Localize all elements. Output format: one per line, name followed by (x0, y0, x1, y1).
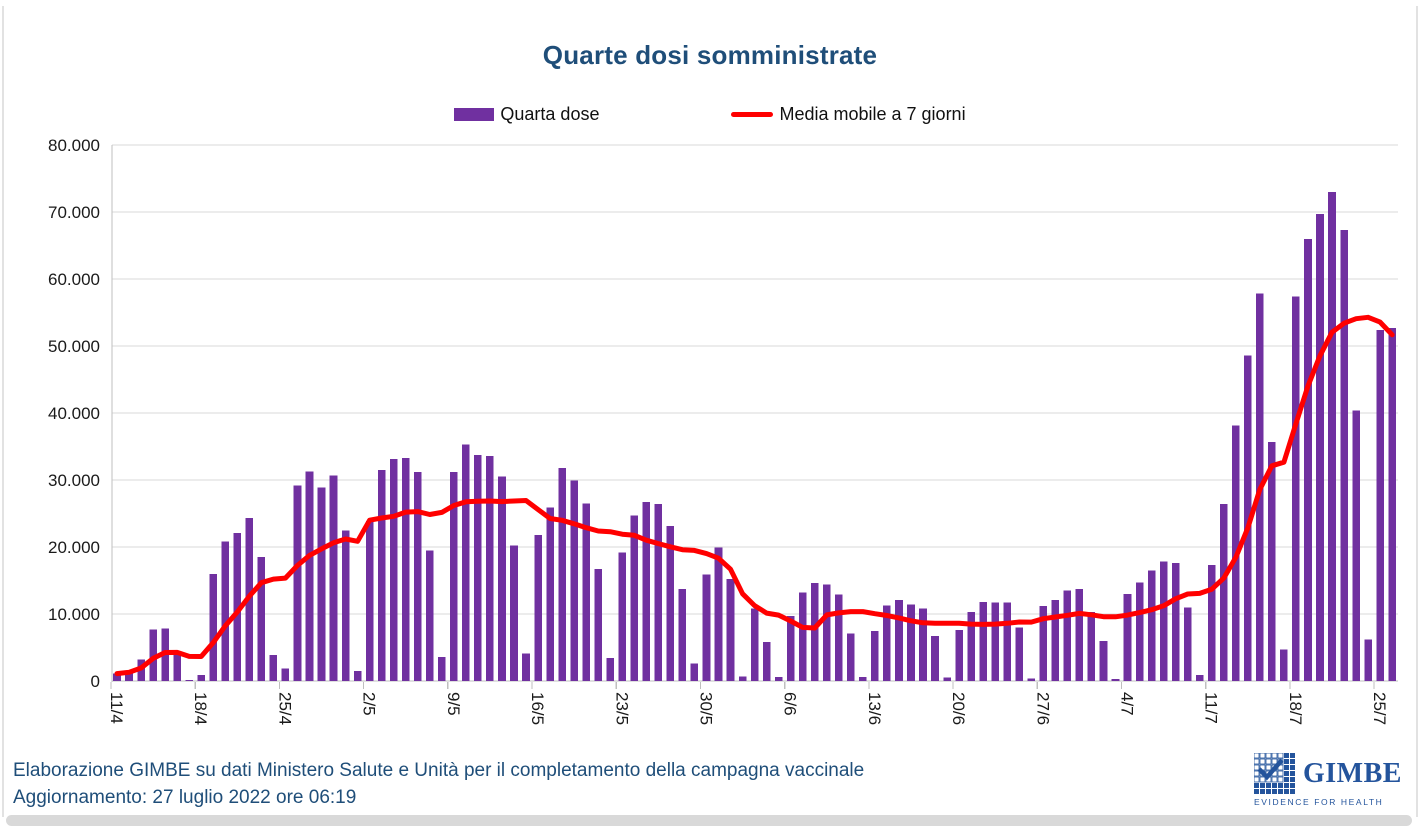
slide-bottom-edge (6, 815, 1412, 826)
footer-source-line: Elaborazione GIMBE su dati Ministero Sal… (13, 760, 865, 781)
slide-right-edge (1416, 6, 1418, 817)
svg-text:9/5: 9/5 (444, 692, 463, 716)
svg-text:18/7: 18/7 (1286, 692, 1305, 725)
slide-left-edge (2, 6, 4, 817)
svg-text:18/4: 18/4 (191, 692, 210, 725)
footer: Elaborazione GIMBE su dati Ministero Sal… (13, 757, 864, 811)
legend-item-quarta-dose: Quarta dose (454, 104, 599, 125)
bar-series-swatch-icon (454, 107, 495, 121)
svg-text:10.000: 10.000 (48, 605, 100, 624)
svg-text:20/6: 20/6 (949, 692, 968, 725)
svg-text:30.000: 30.000 (48, 471, 100, 490)
legend-item-media-mobile: Media mobile a 7 giorni (731, 103, 966, 125)
gimbe-logo-row: GIMBE (1254, 753, 1402, 795)
svg-text:70.000: 70.000 (48, 203, 100, 222)
svg-text:11/7: 11/7 (1202, 692, 1221, 724)
chart-legend: Quarta dose Media mobile a 7 giorni (0, 102, 1420, 126)
chart-title: Quarte dosi somministrate (542, 40, 878, 70)
svg-text:4/7: 4/7 (1118, 692, 1137, 716)
svg-text:0: 0 (91, 672, 100, 691)
gimbe-logo-icon (1254, 753, 1295, 794)
svg-text:11/4: 11/4 (107, 692, 126, 724)
footer-update-line: Aggiornamento: 27 luglio 2022 ore 06:19 (13, 787, 357, 808)
svg-text:25/7: 25/7 (1370, 692, 1389, 725)
svg-text:2/5: 2/5 (360, 692, 379, 716)
line-series-swatch-icon (731, 111, 774, 117)
svg-text:23/5: 23/5 (612, 692, 631, 725)
svg-text:6/6: 6/6 (781, 692, 800, 716)
legend-label-media-mobile: Media mobile a 7 giorni (779, 103, 966, 124)
svg-text:30/5: 30/5 (696, 692, 715, 725)
svg-text:60.000: 60.000 (48, 270, 100, 289)
svg-text:50.000: 50.000 (48, 337, 100, 356)
svg-text:13/6: 13/6 (865, 692, 884, 725)
svg-text:25/4: 25/4 (275, 692, 294, 725)
gimbe-logo: GIMBE EVIDENCE FOR HEALTH (1254, 753, 1401, 807)
legend-label-quarta-dose: Quarta dose (500, 103, 600, 124)
gimbe-logo-tagline: EVIDENCE FOR HEALTH (1254, 797, 1384, 807)
svg-text:27/6: 27/6 (1033, 692, 1052, 725)
svg-text:16/5: 16/5 (528, 692, 547, 725)
svg-text:80.000: 80.000 (48, 136, 100, 155)
svg-text:20.000: 20.000 (48, 538, 100, 557)
gimbe-logo-name: GIMBE (1303, 758, 1402, 789)
svg-text:40.000: 40.000 (48, 404, 100, 423)
